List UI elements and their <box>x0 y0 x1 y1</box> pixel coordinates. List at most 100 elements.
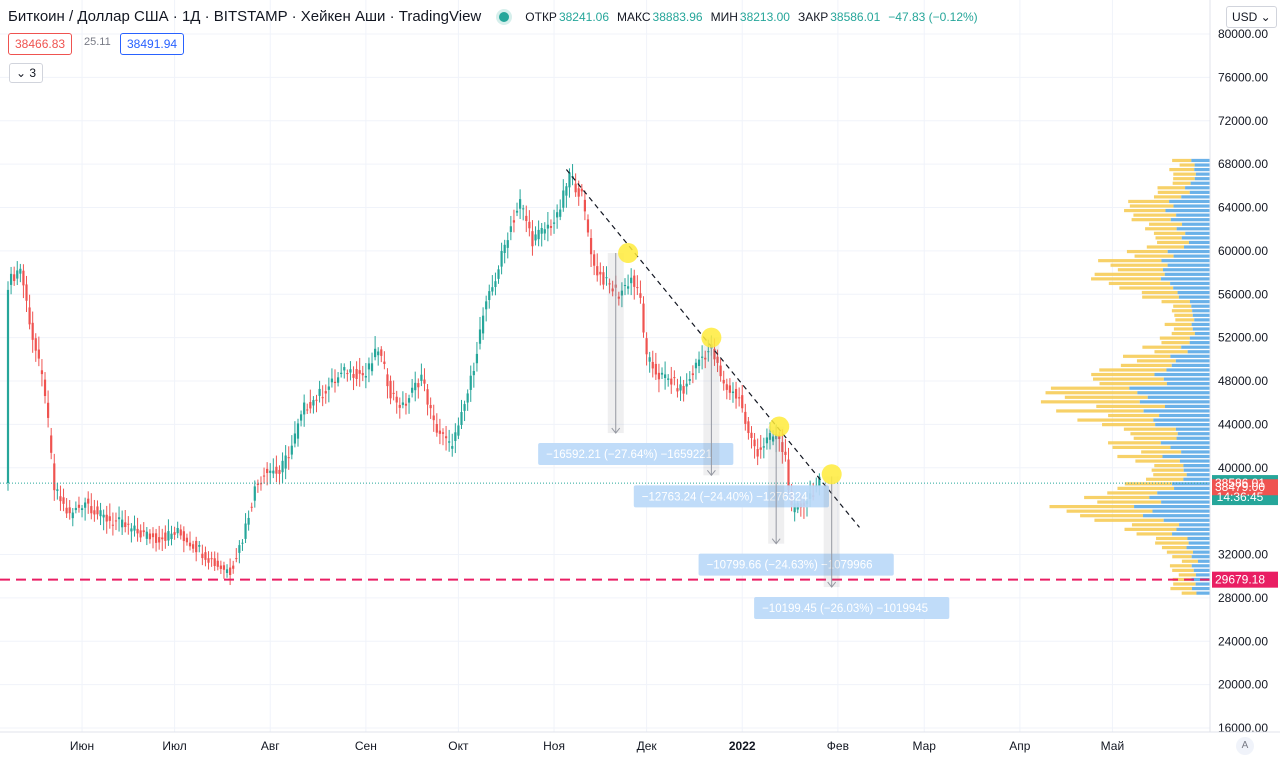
candle-body <box>448 441 450 442</box>
candle-body <box>417 383 419 387</box>
volume-bar-up <box>1176 359 1210 362</box>
candle-body <box>167 531 169 540</box>
volume-bar-down <box>1080 514 1143 517</box>
buy-button[interactable]: 38491.94 <box>120 33 184 55</box>
volume-bar-down <box>1161 341 1189 344</box>
time-tick-label: Окт <box>448 739 469 753</box>
candle-body <box>291 446 293 455</box>
candle-body <box>180 529 182 535</box>
volume-bar-up <box>1196 573 1210 576</box>
volume-bar-up <box>1164 377 1210 380</box>
candle-body <box>121 520 123 528</box>
candle-body <box>297 423 299 438</box>
candle-body <box>300 414 302 420</box>
volume-bar-down <box>1109 282 1170 285</box>
candle-body <box>220 566 222 569</box>
candle-body <box>13 274 15 281</box>
volume-bar-up <box>1161 500 1210 503</box>
time-tick-label: 2022 <box>729 739 756 753</box>
volume-bar-up <box>1188 350 1210 353</box>
last-price-label: 38479.00 <box>1215 480 1265 494</box>
volume-bar-up <box>1195 177 1210 180</box>
volume-bar-up <box>1163 268 1210 271</box>
candle-body <box>346 373 348 374</box>
candle-body <box>692 373 694 375</box>
currency-select[interactable]: USD ⌄ <box>1226 6 1277 28</box>
candle-body <box>516 211 518 213</box>
symbol-title[interactable]: Биткоин / Доллар США · 1Д · BITSTAMP · Х… <box>8 8 481 25</box>
volume-bar-down <box>1154 464 1183 467</box>
candle-body <box>285 456 287 469</box>
volume-bar-up <box>1181 195 1210 198</box>
price-axis <box>1210 0 1280 732</box>
candle-body <box>143 530 145 532</box>
candle-body <box>547 225 549 229</box>
candle-body <box>93 510 95 514</box>
indicators-toggle-button[interactable]: ⌄ 3 <box>9 63 43 83</box>
volume-bar-down <box>1095 273 1165 276</box>
volume-bar-down <box>1157 241 1189 244</box>
candle-body <box>198 545 200 547</box>
candle-body <box>359 370 361 374</box>
candle-body <box>568 172 570 187</box>
volume-bar-up <box>1143 514 1210 517</box>
candle-body <box>701 357 703 358</box>
volume-bar-up <box>1174 487 1210 490</box>
candle-body <box>627 286 629 288</box>
volume-bar-down <box>1091 373 1154 376</box>
volume-bar-up <box>1184 469 1210 472</box>
volume-bar-down <box>1170 587 1192 590</box>
candle-body <box>118 517 120 519</box>
candle-body <box>362 373 364 375</box>
auto-scale-button[interactable]: A <box>1236 737 1254 755</box>
volume-bar-up <box>1196 173 1210 176</box>
volume-bar-down <box>1173 177 1195 180</box>
volume-bar-down <box>1154 195 1181 198</box>
volume-bar-up <box>1167 382 1210 385</box>
candle-body <box>173 532 175 535</box>
volume-bar-up <box>1193 327 1210 330</box>
candle-body <box>90 506 92 513</box>
candle-body <box>590 238 592 254</box>
volume-bar-down <box>1132 523 1179 526</box>
volume-bar-up <box>1178 432 1210 435</box>
candle-body <box>275 467 277 474</box>
candle-body <box>402 402 404 404</box>
candle-body <box>596 266 598 275</box>
volume-bar-down <box>1162 546 1187 549</box>
candle-body <box>723 380 725 383</box>
volume-bar-down <box>1173 582 1195 585</box>
volume-bar-down <box>1175 318 1194 321</box>
volume-bar-down <box>1173 305 1191 308</box>
candle-body <box>504 245 506 253</box>
volume-bar-down <box>1154 350 1187 353</box>
volume-bar-down <box>1182 560 1198 563</box>
ohlc-high: МАКС 38883.96 <box>617 10 703 24</box>
volume-bar-down <box>1119 286 1173 289</box>
trend-touch-point <box>769 417 789 437</box>
candle-body <box>140 530 142 537</box>
volume-bar-up <box>1177 437 1210 440</box>
candle-body <box>584 200 586 212</box>
candle-body <box>62 497 64 504</box>
candle-body <box>365 376 367 378</box>
candle-body <box>698 360 700 366</box>
candle-body <box>16 270 18 278</box>
candle-body <box>442 432 444 434</box>
candle-body <box>19 269 21 274</box>
volume-bar-down <box>1128 200 1169 203</box>
candle-body <box>436 424 438 433</box>
volume-bar-up <box>1134 505 1210 508</box>
candle-body <box>473 371 475 375</box>
volume-bar-down <box>1174 314 1192 317</box>
volume-bar-up <box>1176 214 1210 217</box>
volume-bar-up <box>1169 200 1210 203</box>
volume-bar-down <box>1167 551 1193 554</box>
sell-button[interactable]: 38466.83 <box>8 33 72 55</box>
spread-value: 25.11 <box>84 36 111 48</box>
candle-body <box>53 463 55 490</box>
volume-bar-down <box>1065 396 1148 399</box>
candle-body <box>683 386 685 394</box>
candle-body <box>528 222 530 228</box>
